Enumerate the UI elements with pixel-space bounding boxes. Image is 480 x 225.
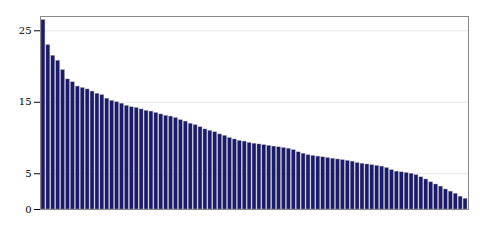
svg-text:5: 5 [25, 168, 31, 179]
svg-text:15: 15 [19, 96, 32, 107]
svg-text:0: 0 [25, 204, 31, 215]
svg-text:25: 25 [19, 25, 32, 36]
